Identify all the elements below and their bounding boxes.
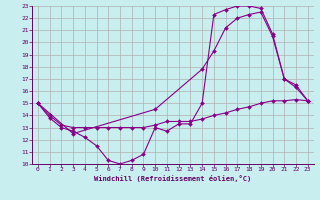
X-axis label: Windchill (Refroidissement éolien,°C): Windchill (Refroidissement éolien,°C) [94, 175, 252, 182]
